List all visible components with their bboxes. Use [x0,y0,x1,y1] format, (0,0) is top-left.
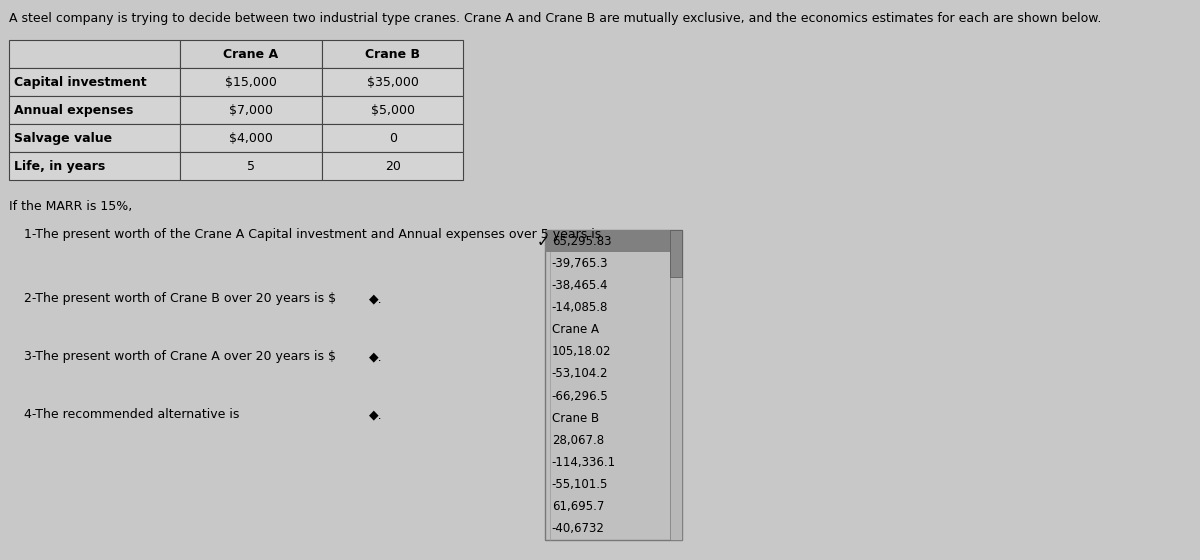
Text: 28,067.8: 28,067.8 [552,434,604,447]
Text: Annual expenses: Annual expenses [13,104,133,116]
Bar [180,124,322,152]
Text: 4-The recommended alternative is: 4-The recommended alternative is [24,408,240,421]
Bar [8,96,180,124]
Text: 105,18.02: 105,18.02 [552,346,611,358]
Text: -55,101.5: -55,101.5 [552,478,608,491]
Bar [322,96,463,124]
Bar [545,230,671,252]
Text: -40,6732: -40,6732 [552,522,605,535]
Text: ◆.: ◆. [370,408,383,421]
Text: Crane A: Crane A [552,323,599,336]
Text: $35,000: $35,000 [367,76,419,88]
Text: 61,695.7: 61,695.7 [552,500,605,514]
Text: 20: 20 [385,160,401,172]
Text: Life, in years: Life, in years [13,160,104,172]
Bar [322,68,463,96]
Text: $4,000: $4,000 [229,132,272,144]
Text: ◆.: ◆. [370,292,383,305]
Text: ◆.: ◆. [370,350,383,363]
Text: If the MARR is 15%,: If the MARR is 15%, [8,200,132,213]
Bar [671,230,683,540]
Text: ✓: ✓ [536,234,550,249]
Text: 1-The present worth of the Crane A Capital investment and Annual expenses over 5: 1-The present worth of the Crane A Capit… [24,228,601,241]
Text: $5,000: $5,000 [371,104,415,116]
Text: Capital investment: Capital investment [13,76,146,88]
Bar [180,40,322,68]
Text: -14,085.8: -14,085.8 [552,301,608,314]
Bar [322,40,463,68]
Text: 0: 0 [389,132,397,144]
Text: 3-The present worth of Crane A over 20 years is $: 3-The present worth of Crane A over 20 y… [24,350,336,363]
Text: Salvage value: Salvage value [13,132,112,144]
Text: -66,296.5: -66,296.5 [552,390,608,403]
Bar [180,152,322,180]
Bar [8,124,180,152]
Text: -38,465.4: -38,465.4 [552,279,608,292]
Text: -114,336.1: -114,336.1 [552,456,616,469]
Text: Crane B: Crane B [552,412,599,424]
Text: $15,000: $15,000 [226,76,277,88]
Bar [180,68,322,96]
Bar [322,124,463,152]
Text: 5: 5 [247,160,256,172]
Bar [180,96,322,124]
Text: -53,104.2: -53,104.2 [552,367,608,380]
Text: -39,765.3: -39,765.3 [552,256,608,270]
Bar [8,152,180,180]
Bar [8,68,180,96]
Bar [671,230,683,277]
Bar [322,152,463,180]
Text: Crane A: Crane A [223,48,278,60]
Bar [8,40,180,68]
Text: $7,000: $7,000 [229,104,274,116]
Text: Crane B: Crane B [365,48,420,60]
Bar [545,230,683,540]
Text: A steel company is trying to decide between two industrial type cranes. Crane A : A steel company is trying to decide betw… [8,12,1100,25]
Text: 65,295.83: 65,295.83 [552,235,611,248]
Text: 2-The present worth of Crane B over 20 years is $: 2-The present worth of Crane B over 20 y… [24,292,336,305]
